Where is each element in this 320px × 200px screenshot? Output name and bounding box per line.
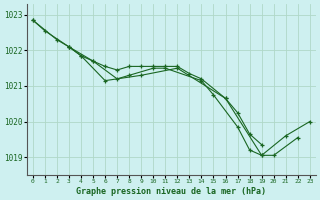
X-axis label: Graphe pression niveau de la mer (hPa): Graphe pression niveau de la mer (hPa) xyxy=(76,187,266,196)
